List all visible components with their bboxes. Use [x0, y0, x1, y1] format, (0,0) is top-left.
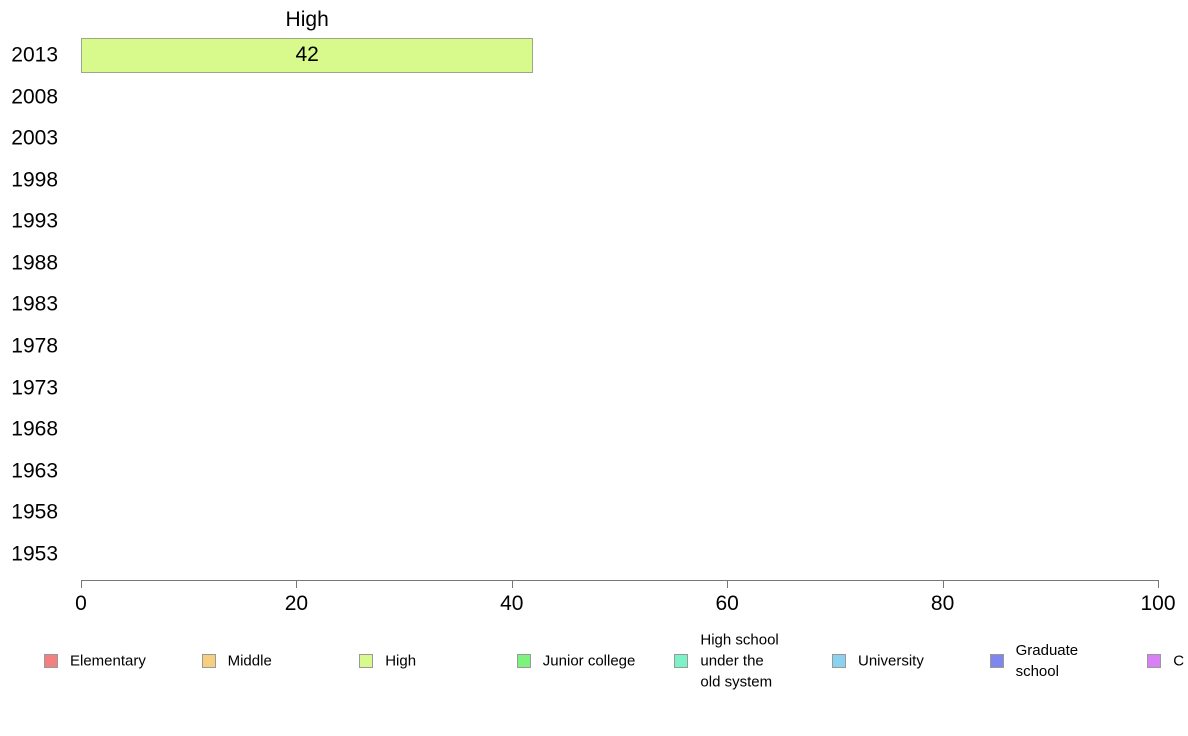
legend-swatch-1 — [44, 654, 58, 668]
legend-label-5: High school under the old system — [700, 631, 779, 691]
legend-swatch-8 — [1147, 654, 1162, 668]
y-axis-label-1978: 1978 — [11, 334, 58, 358]
legend-label-6: University — [858, 652, 924, 670]
x-axis-tick-20 — [296, 580, 298, 588]
legend-swatch-3 — [359, 654, 374, 668]
legend-swatch-6 — [832, 654, 846, 668]
x-axis-tick-0 — [81, 580, 82, 588]
x-axis-tick-label-40: 40 — [500, 592, 524, 615]
x-axis-tick-100 — [1158, 580, 1159, 588]
legend-label-2: Middle — [227, 652, 272, 670]
legend-swatch-4 — [516, 654, 531, 668]
legend-swatch-2 — [201, 654, 216, 668]
y-axis-label-1953: 1953 — [11, 542, 58, 566]
x-axis-tick-label-0: 0 — [75, 592, 87, 615]
y-axis-label-1973: 1973 — [11, 376, 58, 400]
legend-swatch-7 — [989, 654, 1004, 668]
chart-title: High — [285, 8, 329, 31]
legend-label-1: Elementary — [70, 652, 146, 670]
y-axis-label-1958: 1958 — [11, 500, 58, 524]
legend-label-8: C — [1173, 652, 1185, 670]
legend-label-3: High — [385, 652, 417, 670]
x-axis-tick-40 — [511, 580, 513, 588]
y-axis-label-1998: 1998 — [11, 168, 58, 192]
y-axis-label-2013: 2013 — [11, 43, 58, 67]
x-axis-tick-label-60: 60 — [715, 592, 739, 615]
legend-label-4: Junior college — [542, 652, 636, 670]
x-axis-tick-label-80: 80 — [930, 592, 955, 615]
y-axis-label-1983: 1983 — [11, 292, 58, 316]
y-axis-label-1993: 1993 — [11, 209, 58, 233]
legend-swatch-5 — [674, 654, 689, 668]
legend-label-7: Graduate school — [1015, 642, 1079, 680]
y-axis-label-2003: 2003 — [11, 126, 58, 150]
bar-value-label: 42 — [295, 43, 319, 66]
legend: Elementary Middle High Junior college High s… — [0, 620, 1188, 736]
plot-area: 2013 2008 2003 1998 1993 1988 1983 1978 1973 1968… — [11, 8, 1176, 615]
y-axis-label-2008: 2008 — [11, 85, 58, 109]
x-axis-line — [81, 580, 1158, 581]
x-axis-tick-label-100: 100 — [1140, 592, 1176, 615]
y-axis-label-1963: 1963 — [11, 459, 58, 483]
bar-2013-High: 42 — [81, 37, 534, 73]
y-axis-label-1968: 1968 — [11, 417, 58, 441]
x-axis-tick-60 — [727, 580, 729, 588]
y-axis-label-1988: 1988 — [11, 251, 58, 275]
x-axis-tick-80 — [942, 580, 944, 588]
x-axis-tick-label-20: 20 — [284, 592, 309, 615]
